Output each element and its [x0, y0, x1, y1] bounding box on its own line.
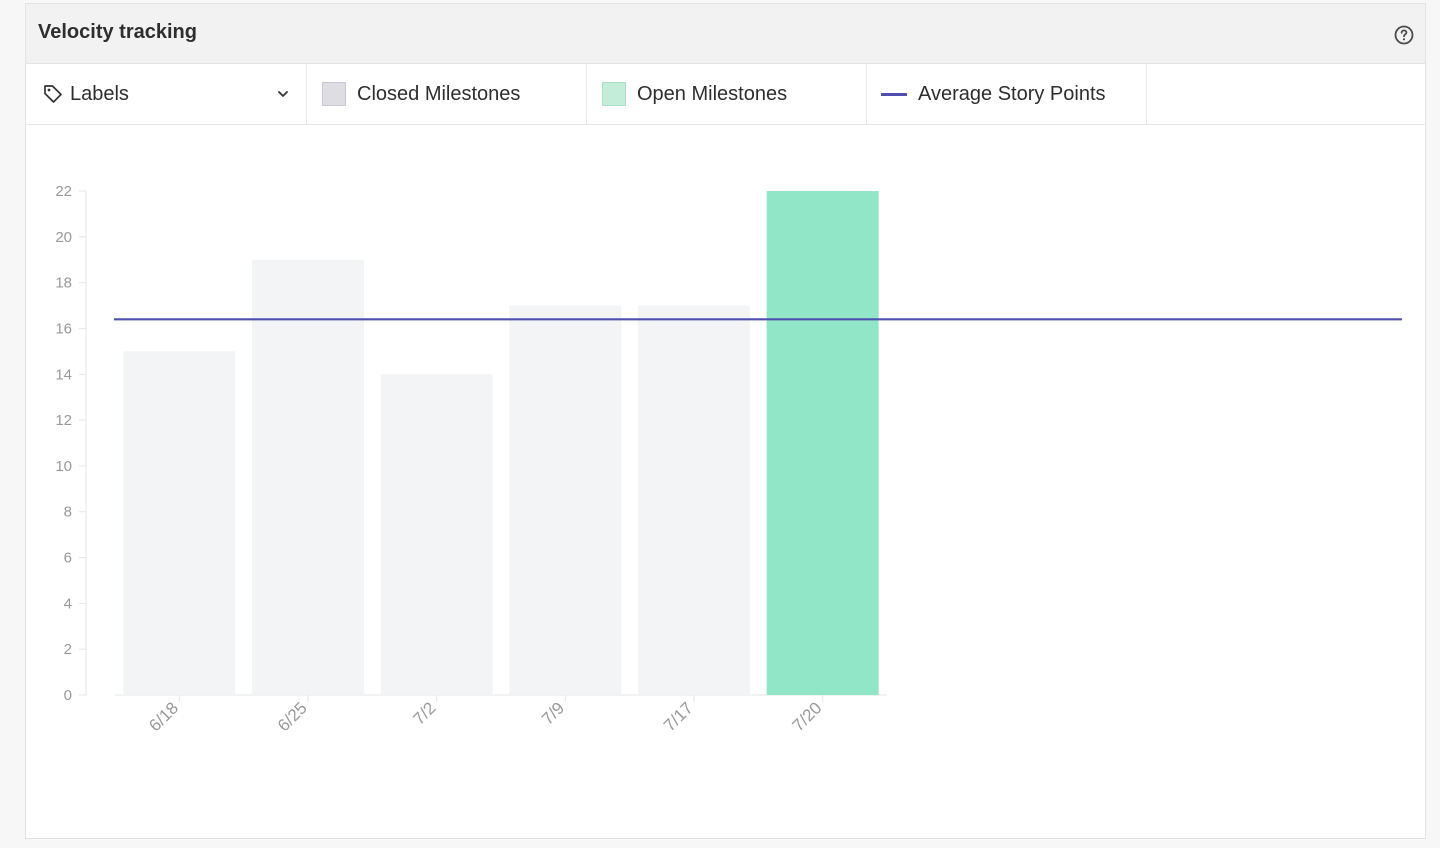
legend-label: Closed Milestones: [357, 82, 521, 105]
y-tick-label: 0: [64, 687, 72, 704]
x-tick-label: 7/2: [409, 698, 439, 728]
y-tick-label: 2: [64, 641, 72, 658]
open-milestones-swatch: [602, 82, 626, 106]
x-tick-label: 7/20: [789, 698, 826, 735]
x-tick-label: 6/25: [274, 698, 311, 735]
bar-open: [766, 191, 879, 695]
y-tick-label: 10: [55, 458, 72, 475]
bar-closed: [509, 305, 622, 695]
bar-closed: [252, 259, 364, 695]
y-tick-label: 22: [55, 183, 72, 200]
bar-closed: [638, 305, 750, 695]
labels-dropdown-label: Labels: [70, 82, 129, 105]
velocity-chart-svg: 0 2 4 6 8 10 12 14 16 18 20 22 6/18 6/25 7/2 7/9 7/17 7/2…: [55, 183, 1402, 735]
legend-closed-milestones: Closed Milestones: [307, 64, 587, 124]
panel-title: Velocity tracking: [38, 21, 197, 43]
y-tick-label: 16: [55, 320, 72, 337]
closed-milestones-swatch: [322, 82, 346, 106]
y-tick-label: 8: [64, 504, 72, 521]
panel-header: Velocity tracking: [26, 4, 1425, 64]
bar-closed: [380, 374, 493, 695]
chevron-down-icon: [278, 91, 288, 97]
y-tick-label: 20: [55, 229, 72, 246]
velocity-tracking-panel: Velocity tracking Labels Closed Mileston…: [25, 3, 1426, 839]
legend-label: Average Story Points: [918, 82, 1106, 105]
y-tick-label: 6: [64, 550, 72, 567]
y-tick-label: 14: [55, 366, 72, 383]
x-tick-label: 6/18: [145, 698, 182, 735]
average-line-swatch: [881, 92, 907, 96]
legend-average-story-points: Average Story Points: [867, 64, 1147, 124]
y-tick-label: 12: [55, 412, 72, 429]
bar-closed: [123, 351, 236, 695]
y-tick-label: 18: [55, 275, 72, 292]
x-tick-label: 7/17: [660, 698, 697, 735]
tag-icon: [44, 85, 62, 103]
chart-toolbar: Labels Closed Milestones Open Milestones…: [26, 64, 1425, 125]
x-tick-label: 7/9: [538, 698, 568, 728]
labels-dropdown[interactable]: Labels: [26, 64, 307, 124]
legend-label: Open Milestones: [637, 82, 788, 105]
velocity-chart: 0 2 4 6 8 10 12 14 16 18 20 22 6/18 6/25 7/2 7/9 7/17 7/2…: [26, 125, 1425, 838]
legend-open-milestones: Open Milestones: [587, 64, 867, 124]
help-circle-icon[interactable]: [1393, 24, 1415, 46]
y-tick-label: 4: [64, 595, 72, 612]
